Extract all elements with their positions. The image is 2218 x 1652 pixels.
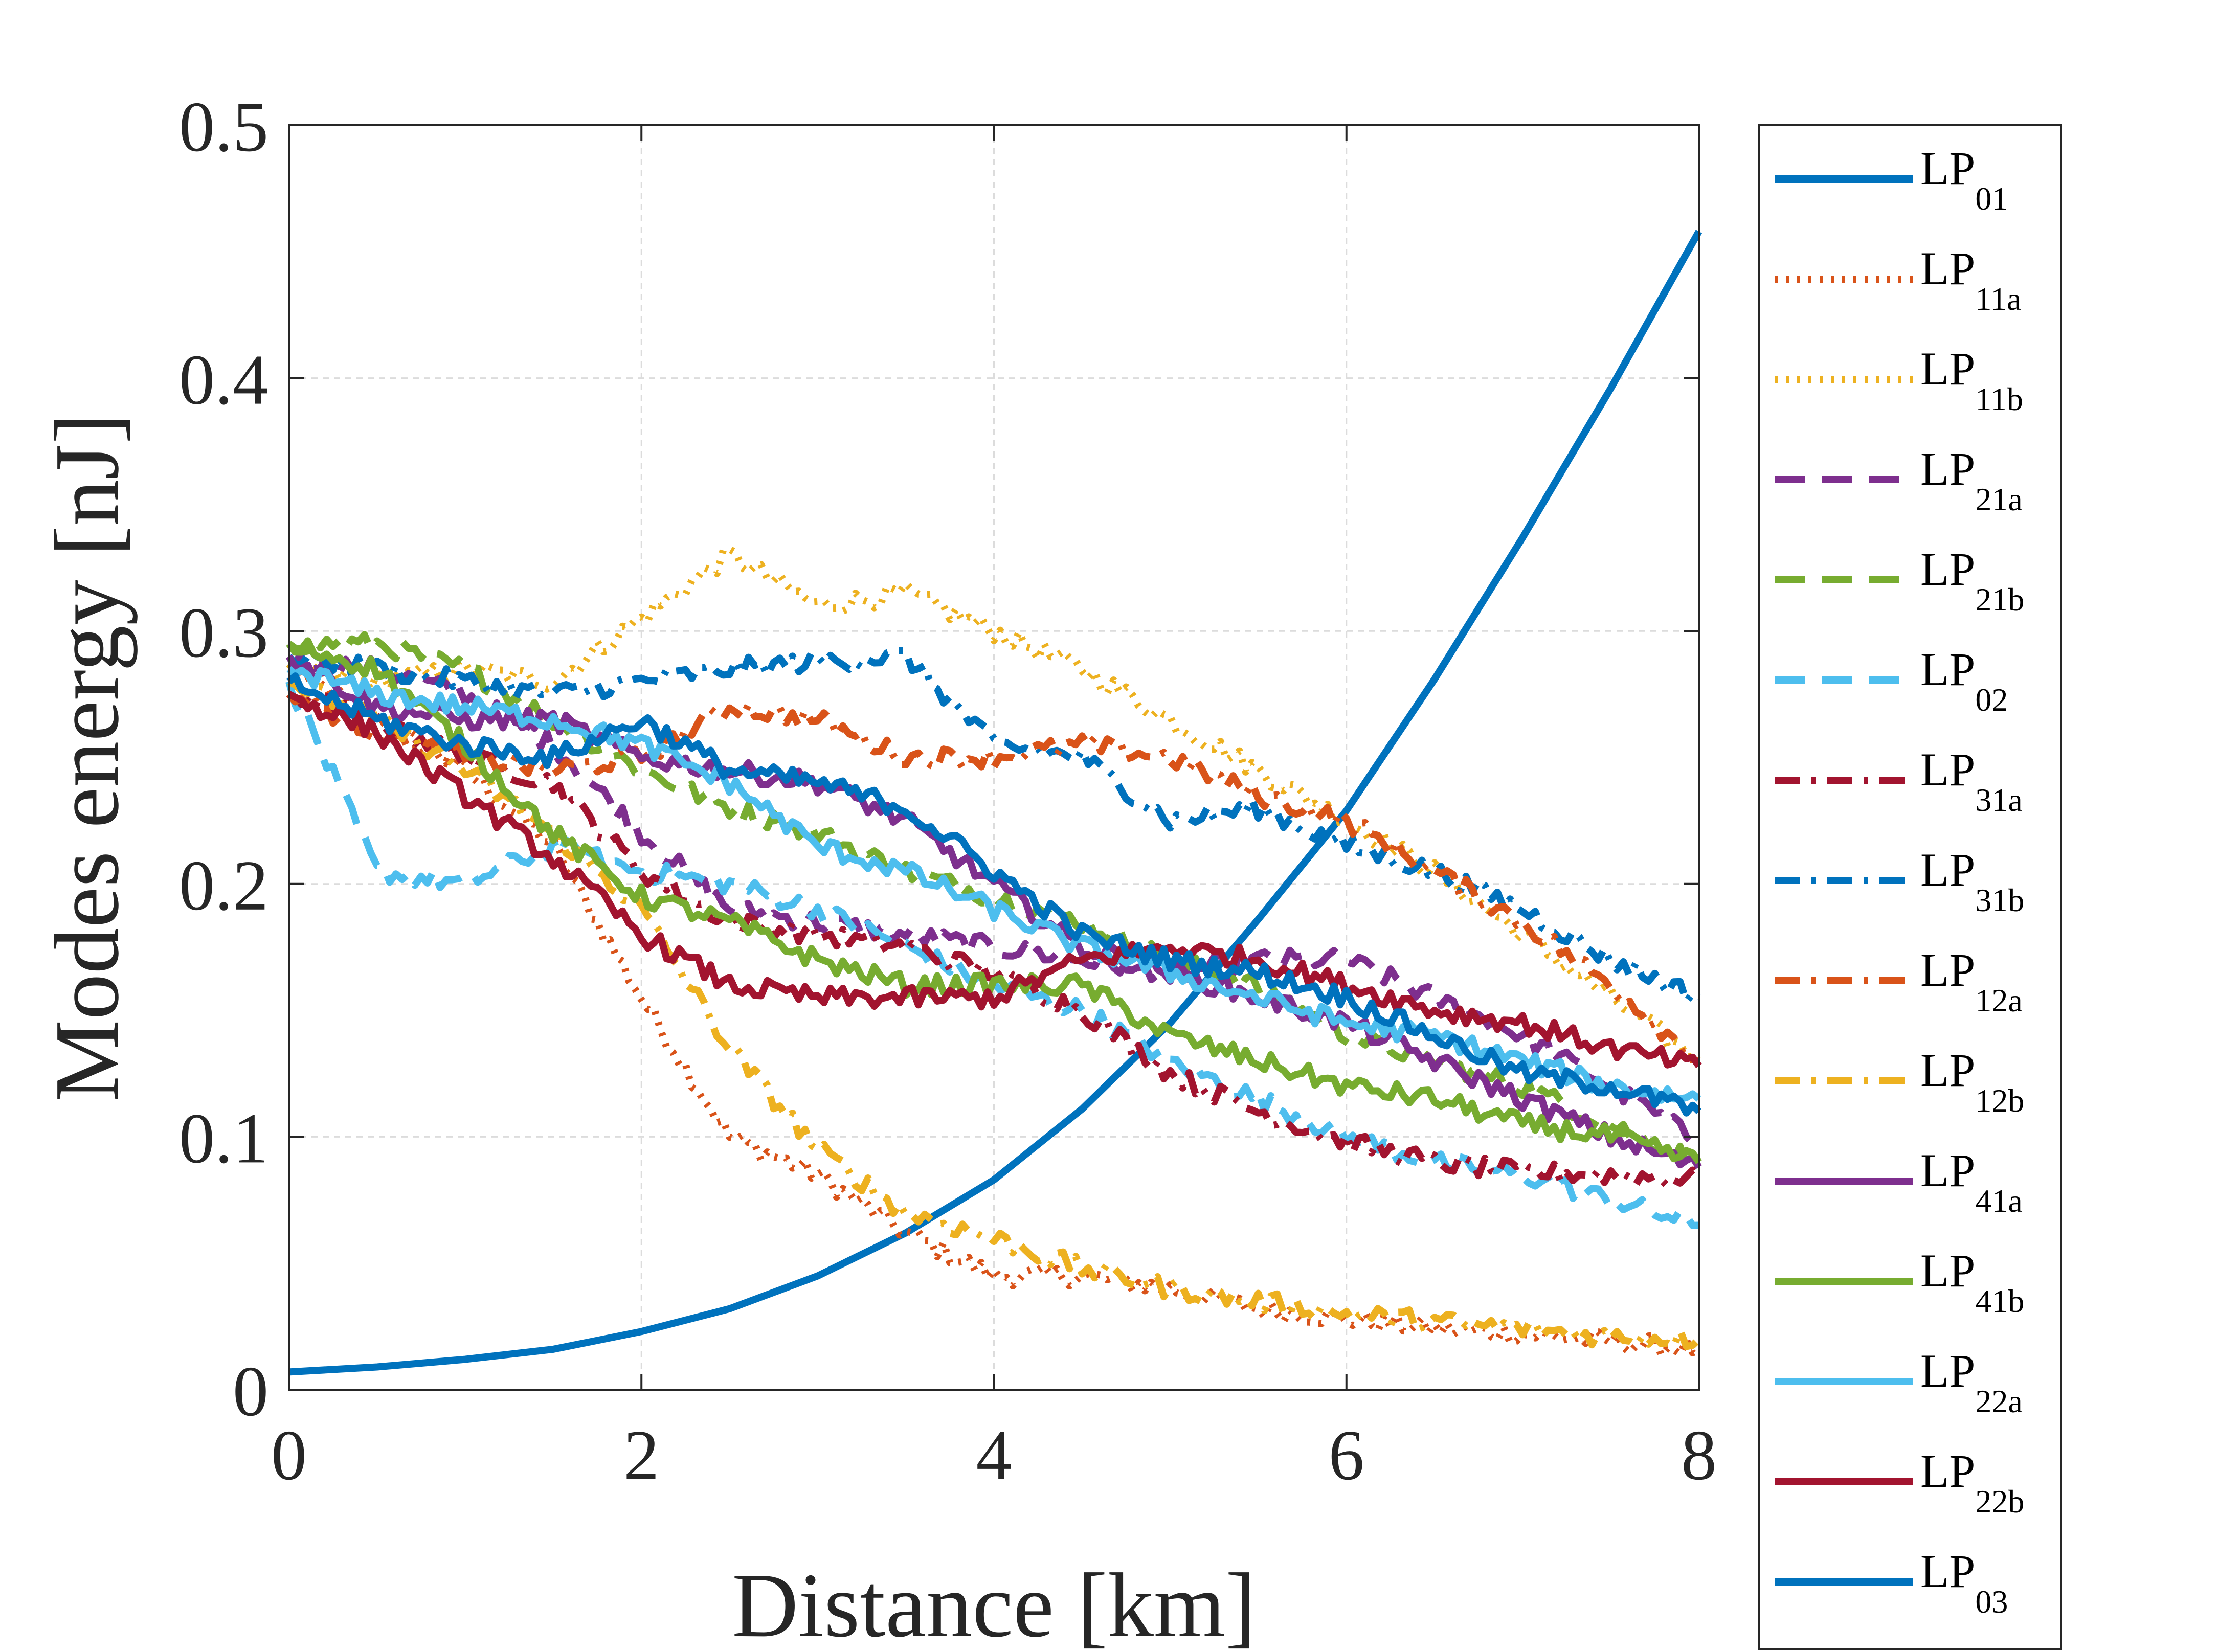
legend-label: LP22a bbox=[1920, 1345, 2023, 1419]
y-tick-label: 0 bbox=[233, 1352, 268, 1431]
legend-label: LP21a bbox=[1920, 443, 2023, 517]
legend-label: LP01 bbox=[1920, 142, 2008, 217]
tick-labels: 0 2 4 6 8 0 0.1 0.2 0.3 0.4 0.5 bbox=[179, 87, 1717, 1495]
x-tick-label: 8 bbox=[1681, 1416, 1717, 1495]
x-tick-label: 0 bbox=[271, 1416, 307, 1495]
series-line-lp22b bbox=[287, 691, 1702, 1069]
x-tick-label: 4 bbox=[976, 1416, 1012, 1495]
series-line-lp11b bbox=[286, 546, 1701, 1064]
y-tick-label: 0.3 bbox=[179, 593, 268, 672]
series-line-lp03 bbox=[286, 672, 1701, 1117]
legend-label: LP31a bbox=[1920, 743, 2023, 818]
series-line-lp21a bbox=[286, 647, 1700, 1147]
series-group bbox=[285, 230, 1702, 1376]
legend-label: LP21b bbox=[1920, 543, 2024, 618]
legend-label: LP41a bbox=[1920, 1144, 2023, 1219]
x-axis-label: Distance [km] bbox=[732, 1554, 1256, 1652]
legend-label: LP11a bbox=[1920, 242, 2021, 317]
series-line-lp12b bbox=[287, 678, 1701, 1350]
y-axis-label: Modes energy [nJ] bbox=[36, 413, 138, 1101]
x-tick-label: 6 bbox=[1329, 1416, 1364, 1495]
y-tick-label: 0.1 bbox=[179, 1099, 268, 1178]
legend-label: LP11b bbox=[1920, 343, 2023, 417]
y-tick-label: 0.2 bbox=[179, 846, 268, 925]
legend-label: LP41b bbox=[1920, 1244, 2024, 1319]
y-tick-label: 0.5 bbox=[179, 87, 268, 167]
legend-label: LP12a bbox=[1920, 944, 2023, 1019]
series-line-lp41b bbox=[286, 637, 1702, 1164]
legend-label: LP03 bbox=[1920, 1545, 2008, 1620]
series-line-lp12a bbox=[286, 692, 1700, 1065]
series-line-lp31b bbox=[286, 647, 1701, 1005]
series-line-lp01 bbox=[288, 230, 1702, 1376]
legend-label: LP31b bbox=[1920, 844, 2024, 918]
legend-label: LP12b bbox=[1920, 1044, 2024, 1119]
legend-label: LP22b bbox=[1920, 1445, 2024, 1520]
legend-label: LP02 bbox=[1920, 643, 2008, 718]
legend: LP01 LP11a LP11b LP21a LP21b LP02 LP31a LP31b LP… bbox=[1758, 124, 2062, 1650]
y-tick-label: 0.4 bbox=[179, 341, 268, 420]
x-tick-label: 2 bbox=[623, 1416, 659, 1495]
